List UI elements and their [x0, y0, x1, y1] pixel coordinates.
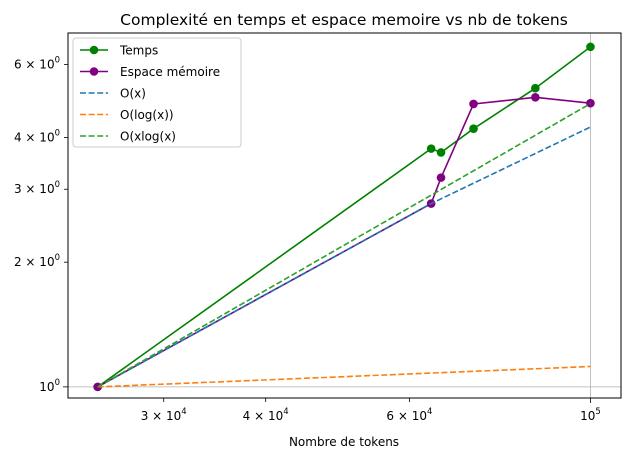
chart-title: Complexité en temps et espace memoire vs… [120, 11, 568, 29]
y-tick-label: 6 × 100 [14, 56, 60, 72]
y-tick-label: 3 × 100 [14, 180, 60, 196]
series-line [97, 365, 591, 388]
x-tick-label: 105 [580, 407, 601, 423]
series-point [531, 93, 540, 102]
series-point [469, 124, 478, 134]
series-layer [93, 42, 595, 392]
legend-marker [89, 67, 99, 76]
legend-frame [72, 37, 242, 148]
series-point [586, 98, 595, 108]
series-line [97, 96, 591, 388]
series-2 [97, 126, 591, 388]
series-point [436, 173, 446, 182]
legend-label: Espace mémoire [120, 65, 220, 79]
series-point [436, 148, 446, 157]
plot-frame [67, 32, 622, 399]
tick-layer: 3 × 104 4 × 104 6 × 104 105 100 2 × 100 3 × 10… [14, 56, 601, 423]
legend-marker [89, 45, 99, 55]
legend-label: O(xlog(x) [120, 130, 176, 144]
y-tick-label: 100 [39, 378, 60, 394]
series-3 [97, 365, 591, 388]
legend: Temps Espace mémoire O(x) O(log(x)) O(xlog(x… [72, 37, 242, 148]
x-axis-label: Nombre de tokens [289, 435, 399, 449]
series-1 [93, 93, 595, 392]
legend-label: O(x) [120, 87, 146, 101]
x-tick-label: 3 × 104 [141, 407, 187, 423]
legend-label: O(log(x)) [120, 108, 174, 122]
series-4 [97, 102, 591, 388]
series-point [469, 99, 478, 109]
series-point [426, 144, 436, 153]
y-tick-label: 2 × 100 [14, 253, 60, 269]
x-tick-label: 4 × 104 [243, 407, 289, 423]
legend-label: Temps [119, 44, 158, 58]
series-line [97, 126, 591, 388]
series-line [97, 102, 591, 388]
grid-layer [68, 33, 621, 398]
x-tick-label: 6 × 104 [386, 407, 432, 423]
y-tick-label: 4 × 100 [14, 128, 60, 144]
series-point [531, 83, 540, 93]
series-point [586, 42, 595, 52]
